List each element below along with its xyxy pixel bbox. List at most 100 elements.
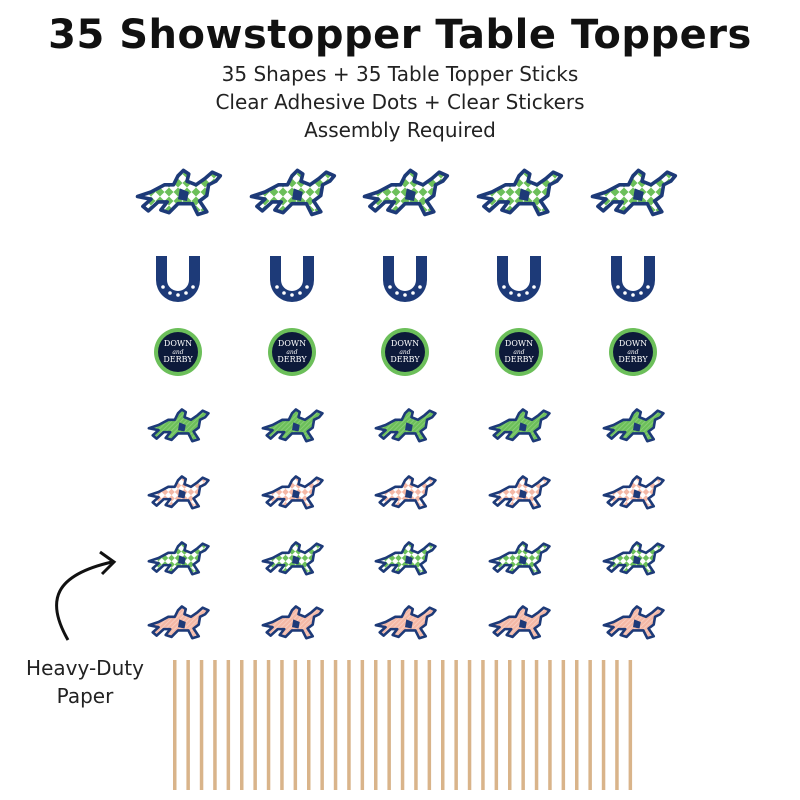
badge-text: DOWN bbox=[278, 339, 306, 348]
topper-stick bbox=[226, 660, 231, 790]
topper-stick bbox=[521, 660, 525, 790]
nail-hole bbox=[168, 291, 172, 295]
topper-stick bbox=[360, 660, 365, 790]
nail-hole bbox=[290, 293, 294, 297]
topper-horse bbox=[374, 408, 437, 443]
horseshoe-icon bbox=[611, 256, 655, 302]
horse-saddle bbox=[405, 489, 413, 499]
horse-saddle bbox=[405, 619, 413, 629]
topper-stick bbox=[400, 660, 405, 790]
horse-icon bbox=[602, 541, 665, 576]
topper-horse bbox=[147, 605, 210, 640]
horse-icon bbox=[602, 605, 665, 640]
horse-saddle bbox=[178, 489, 186, 499]
topper-horse bbox=[147, 541, 210, 576]
horse-icon bbox=[147, 475, 210, 510]
nail-hole bbox=[161, 285, 165, 289]
topper-stick bbox=[186, 660, 190, 790]
nail-hole bbox=[305, 285, 309, 289]
badge-text: and bbox=[627, 349, 638, 356]
topper-horse bbox=[261, 475, 324, 510]
topper-horse bbox=[602, 541, 665, 576]
horse-saddle bbox=[178, 619, 186, 629]
topper-horse bbox=[249, 168, 337, 217]
horse-saddle bbox=[292, 555, 300, 565]
horse-saddle bbox=[178, 188, 189, 201]
horse-saddle bbox=[292, 188, 303, 201]
horse-icon bbox=[488, 408, 551, 443]
horseshoe-icon bbox=[156, 256, 200, 302]
topper-horse bbox=[374, 541, 437, 576]
horse-icon bbox=[374, 541, 437, 576]
arrow-head bbox=[99, 550, 117, 576]
topper-stick bbox=[199, 660, 204, 790]
topper-stick bbox=[601, 660, 606, 790]
topper-horse bbox=[261, 408, 324, 443]
nail-hole bbox=[298, 291, 302, 295]
topper-horse bbox=[476, 168, 564, 217]
horse-icon bbox=[374, 408, 437, 443]
topper-horse bbox=[488, 475, 551, 510]
horse-saddle bbox=[519, 555, 527, 565]
horse-saddle bbox=[519, 619, 527, 629]
badge-text: DERBY bbox=[390, 355, 420, 364]
topper-horseshoe bbox=[383, 256, 427, 302]
nail-hole bbox=[616, 285, 620, 289]
horseshoe-icon bbox=[383, 256, 427, 302]
topper-stick bbox=[213, 660, 217, 790]
topper-stick bbox=[293, 660, 298, 790]
horse-saddle bbox=[633, 422, 641, 432]
topper-horse bbox=[488, 605, 551, 640]
horse-icon bbox=[135, 168, 223, 217]
nail-hole bbox=[282, 291, 286, 295]
topper-horse bbox=[362, 168, 450, 217]
nail-hole bbox=[525, 291, 529, 295]
badge-center bbox=[385, 332, 425, 372]
topper-horse bbox=[135, 168, 223, 217]
badge-center bbox=[499, 332, 539, 372]
horse-saddle bbox=[292, 619, 300, 629]
badge-text: and bbox=[513, 349, 524, 356]
horse-saddle bbox=[519, 188, 530, 201]
horse-saddle bbox=[519, 489, 527, 499]
topper-stick bbox=[266, 660, 271, 790]
horse-icon bbox=[602, 408, 665, 443]
horse-icon bbox=[261, 541, 324, 576]
horse-icon bbox=[374, 475, 437, 510]
subtitle-contents: 35 Shapes + 35 Table Topper Sticks bbox=[221, 62, 579, 86]
topper-horseshoe bbox=[156, 256, 200, 302]
topper-horse bbox=[147, 475, 210, 510]
nail-hole bbox=[395, 291, 399, 295]
horse-icon bbox=[147, 605, 210, 640]
horse-saddle bbox=[519, 422, 527, 432]
horse-saddle bbox=[633, 188, 644, 201]
curved-arrow-icon bbox=[55, 560, 113, 641]
badge-text: DOWN bbox=[505, 339, 533, 348]
topper-stick bbox=[561, 660, 566, 790]
topper-stick bbox=[454, 660, 458, 790]
nail-hole bbox=[509, 291, 513, 295]
topper-stick bbox=[508, 660, 512, 790]
badge-text: and bbox=[286, 349, 297, 356]
nail-hole bbox=[646, 285, 650, 289]
topper-stick bbox=[307, 660, 311, 790]
horse-saddle bbox=[405, 188, 416, 201]
nail-hole bbox=[639, 291, 643, 295]
badge-text: DERBY bbox=[618, 355, 648, 364]
badge-text: and bbox=[399, 349, 410, 356]
topper-stick bbox=[575, 660, 579, 790]
topper-stick bbox=[615, 660, 619, 790]
topper-stick bbox=[628, 660, 633, 790]
horseshoe-icon bbox=[497, 256, 541, 302]
horse-saddle bbox=[405, 422, 413, 432]
topper-stick bbox=[494, 660, 499, 790]
topper-horse bbox=[602, 408, 665, 443]
nail-hole bbox=[184, 291, 188, 295]
topper-stick bbox=[253, 660, 257, 790]
badge-text: DERBY bbox=[277, 355, 307, 364]
badge-text: and bbox=[172, 349, 183, 356]
topper-stick bbox=[534, 660, 539, 790]
